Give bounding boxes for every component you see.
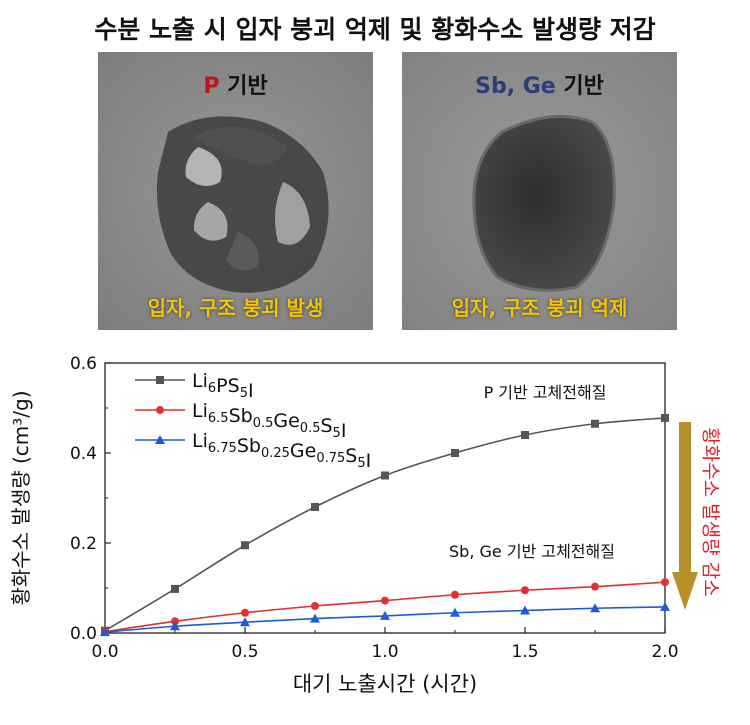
tem-particle-collapsed-picture	[98, 52, 373, 330]
data-point-series-2	[381, 596, 389, 605]
tem-image-p-based: P 기반 입자, 구조 붕괴 발생	[98, 52, 373, 330]
data-point-series-1	[521, 431, 529, 439]
annotation-sb-ge-based: Sb, Ge 기반 고체전해질	[449, 542, 615, 561]
image-caption: 입자, 구조 붕괴 발생	[147, 296, 324, 320]
x-tick-label: 1.0	[371, 642, 398, 662]
data-point-series-2	[241, 608, 249, 617]
y-tick-label: 0.6	[70, 354, 97, 374]
legend-entry: Li6.5Sb0.5Ge0.5S5I	[192, 400, 346, 442]
image-label: P 기반	[98, 68, 373, 100]
data-point-series-3	[170, 621, 180, 631]
data-point-series-3	[520, 605, 530, 615]
image-label-keyword: Sb, Ge	[475, 74, 556, 99]
data-point-series-3	[100, 627, 110, 637]
x-tick-label: 1.5	[511, 642, 538, 662]
data-point-series-1	[451, 449, 459, 457]
y-tick-label: 0.0	[70, 624, 97, 644]
data-point-series-3	[590, 603, 600, 613]
data-point-series-3	[380, 610, 390, 620]
tem-particle-intact-picture	[402, 52, 677, 330]
image-label-keyword: P	[203, 74, 220, 99]
x-tick-label: 0.0	[91, 642, 118, 662]
tem-image-sb-ge-based: Sb, Ge 기반 입자, 구조 붕괴 억제	[402, 52, 677, 330]
legend-marker	[155, 435, 165, 444]
data-point-series-2	[451, 590, 459, 599]
data-point-series-3	[450, 607, 460, 617]
x-axis-label: 대기 노출시간 (시간)	[293, 672, 477, 696]
y-tick-label: 0.4	[70, 444, 97, 464]
data-point-series-2	[311, 602, 319, 610]
decrease-arrow-head	[672, 572, 698, 610]
data-point-series-2	[521, 586, 529, 595]
figure-title: 수분 노출 시 입자 붕괴 억제 및 황화수소 발생량 저감	[94, 15, 656, 44]
annotation-p-based: P 기반 고체전해질	[484, 383, 607, 402]
data-point-series-3	[660, 601, 670, 611]
data-point-series-1	[661, 413, 669, 422]
legend-marker	[156, 406, 164, 414]
plot-frame	[104, 362, 666, 634]
data-point-series-3	[310, 613, 320, 623]
x-tick-label: 0.5	[231, 642, 258, 662]
data-point-series-2	[661, 578, 669, 587]
image-label-suffix: 기반	[555, 74, 604, 99]
y-tick-label: 0.2	[70, 534, 97, 554]
h2s-generation-chart: 0.0 0.5 1.0 1.5 2.0 0.0 0.2 0.4 0.6 대기 노출시간 (시간) 황…	[9, 354, 698, 696]
decrease-arrow-shaft	[679, 422, 691, 574]
data-point-series-1	[241, 541, 249, 550]
image-caption: 입자, 구조 붕괴 억제	[451, 296, 628, 320]
legend-entry: Li6.75Sb0.25Ge0.75S5I	[192, 430, 371, 472]
side-annotation-text: 황화수소 발생량 감소	[699, 427, 722, 597]
y-axis-label: 황화수소 발생량 (cm³/g)	[9, 390, 33, 605]
data-point-series-1	[591, 419, 599, 428]
x-tick-label: 2.0	[651, 642, 678, 662]
data-point-series-1	[311, 503, 319, 511]
image-label: Sb, Ge 기반	[402, 68, 677, 100]
data-point-series-1	[381, 471, 389, 480]
data-point-series-3	[240, 617, 250, 627]
image-label-suffix: 기반	[219, 74, 268, 99]
legend-marker	[156, 376, 164, 384]
series-line-2	[104, 581, 666, 633]
data-point-series-1	[171, 584, 179, 593]
data-point-series-2	[591, 582, 599, 591]
legend-entry: Li6PS5I	[192, 370, 254, 402]
